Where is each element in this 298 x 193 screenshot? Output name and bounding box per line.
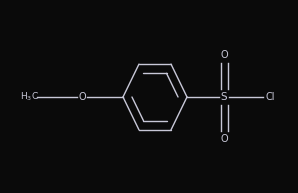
Text: O: O [78, 92, 86, 102]
Text: H$_3$C: H$_3$C [20, 91, 39, 103]
Text: O: O [220, 134, 228, 144]
Text: Cl: Cl [265, 92, 275, 102]
Text: O: O [220, 50, 228, 60]
Text: S: S [221, 92, 227, 102]
